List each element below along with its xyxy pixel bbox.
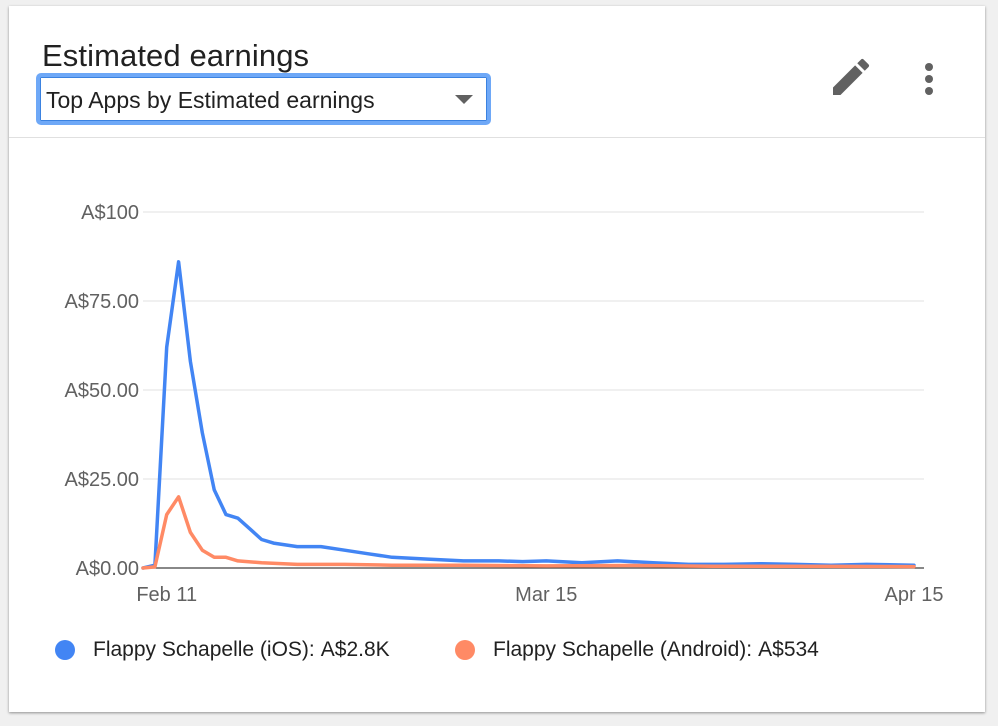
y-axis-labels: A$0.00 A$25.00 A$50.00 A$75.00 A$100	[64, 202, 139, 580]
legend-value: A$534	[758, 638, 819, 661]
legend-label: Flappy Schapelle (iOS):	[93, 638, 315, 661]
y-tick-label: A$100	[81, 202, 139, 224]
chart-series	[141, 260, 916, 570]
report-selector-label: Top Apps by Estimated earnings	[46, 87, 375, 113]
legend-value: A$2.8K	[320, 638, 390, 661]
report-selector-dropdown[interactable]: Top Apps by Estimated earnings	[36, 73, 491, 125]
more-options-button[interactable]	[909, 53, 949, 101]
legend-label: Flappy Schapelle (Android):	[493, 638, 753, 661]
x-axis-labels: Feb 11 Mar 15 Apr 15	[136, 584, 943, 606]
x-tick-label: Apr 15	[885, 584, 944, 606]
legend-item-ios[interactable]: Flappy Schapelle (iOS): A$2.8K	[55, 638, 390, 662]
y-tick-label: A$50.00	[64, 380, 139, 402]
series-line-ios	[141, 260, 916, 570]
chevron-down-icon	[455, 95, 473, 104]
more-vert-icon	[925, 63, 933, 95]
y-tick-label: A$25.00	[64, 469, 139, 491]
x-tick-label: Mar 15	[515, 584, 577, 606]
legend-dot-android	[455, 640, 475, 660]
card-header: Estimated earnings Top Apps by Estimated…	[9, 6, 985, 138]
edit-button[interactable]	[827, 53, 875, 101]
legend-item-android[interactable]: Flappy Schapelle (Android): A$534	[455, 638, 819, 662]
series-line-android	[141, 495, 916, 570]
x-tick-label: Feb 11	[136, 584, 197, 606]
card-title: Estimated earnings	[42, 38, 310, 73]
estimated-earnings-card: Estimated earnings Top Apps by Estimated…	[9, 6, 985, 712]
y-tick-label: A$75.00	[64, 291, 139, 313]
y-tick-label: A$0.00	[76, 558, 139, 580]
earnings-line-chart: A$0.00 A$25.00 A$50.00 A$75.00 A$100 Feb 11 M…	[64, 202, 943, 606]
chart-gridlines	[143, 211, 924, 569]
legend-dot-ios	[55, 640, 75, 660]
pencil-icon	[833, 58, 870, 95]
